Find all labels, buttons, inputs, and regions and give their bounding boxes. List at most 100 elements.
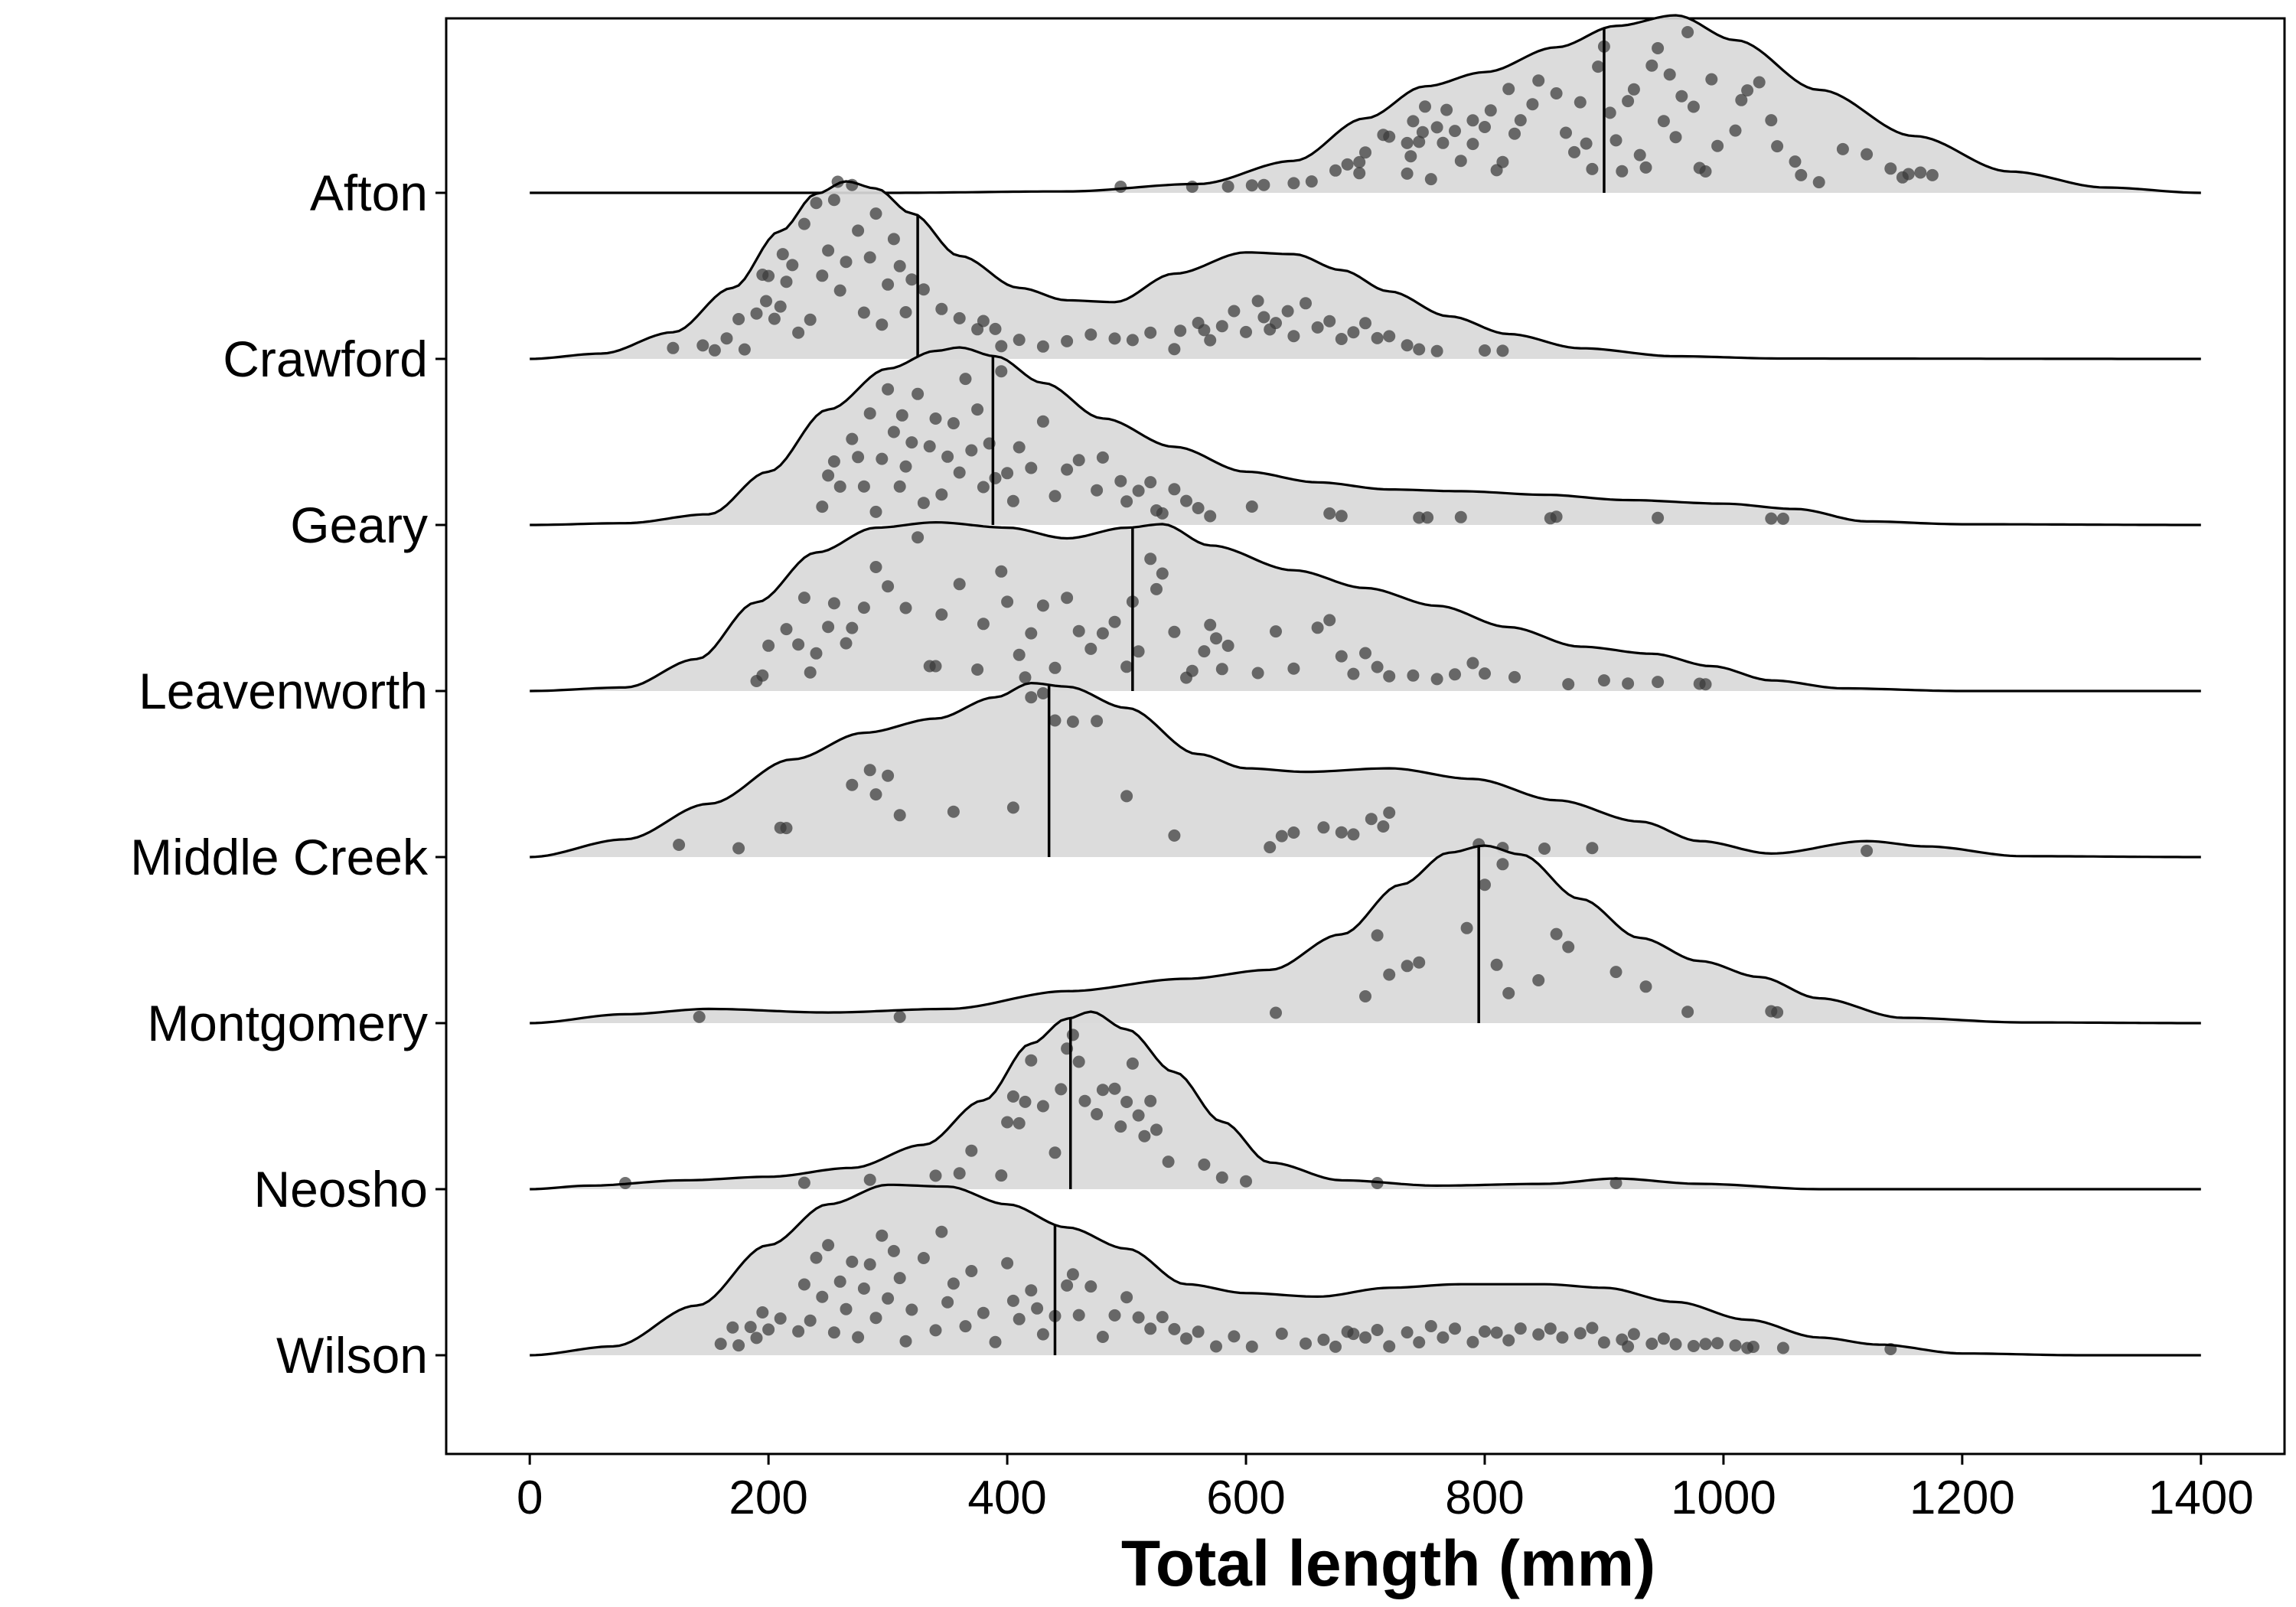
data-point [1240,1175,1252,1188]
data-point [1746,1341,1760,1353]
data-point [1168,343,1181,356]
density-fill [530,15,2201,193]
data-point [1025,627,1038,640]
data-point [768,312,781,325]
data-point [1019,1095,1032,1108]
data-point [1479,667,1491,680]
data-point [1652,42,1665,54]
data-point [1317,1333,1330,1346]
data-point [1245,500,1258,513]
density-outline [530,1183,2201,1357]
data-point [1114,474,1127,487]
data-point [882,278,895,291]
data-point [1383,807,1396,819]
data-point [1072,454,1085,467]
data-point [1622,1340,1635,1353]
data-point [989,1335,1002,1348]
data-point [1562,940,1575,953]
data-point [1383,1340,1396,1353]
plot-panel [445,17,2286,1455]
data-point [1335,826,1348,839]
data-point [1013,648,1026,661]
data-point [1460,921,1473,934]
data-point [971,663,984,676]
data-point [1407,115,1420,128]
data-point [762,269,775,282]
data-point [822,1239,835,1252]
data-point [804,666,817,679]
density-fill [530,522,2201,691]
data-point [899,601,912,614]
data-point [1597,1336,1610,1349]
y-tick-label: Neosho [254,1161,429,1217]
data-point [1560,126,1572,139]
data-point [1084,328,1097,341]
data-point [1401,136,1414,149]
data-point [1245,179,1258,192]
data-point [1353,155,1366,168]
data-point [857,480,870,493]
data-point [1091,484,1104,497]
density-fill [530,1185,2201,1355]
data-point [1084,1280,1097,1293]
data-point [1479,121,1491,133]
data-point [1287,826,1300,839]
data-point [1681,1006,1694,1019]
data-point [1192,1325,1205,1338]
data-point [1603,106,1616,119]
data-point [1228,305,1241,318]
data-point [995,340,1008,353]
data-point [977,1306,990,1319]
data-point [965,1144,978,1157]
data-point [1025,691,1038,704]
data-point [1270,317,1282,330]
data-point [852,1331,865,1344]
data-point [1287,662,1300,675]
data-point [1440,103,1453,116]
ridge-geary [530,346,2201,526]
data-point [720,332,733,345]
data-point [1245,1340,1258,1353]
data-point [1627,83,1640,96]
data-point [792,1325,805,1338]
data-point [899,460,912,473]
data-point [899,306,912,318]
data-point [869,207,882,220]
data-point [732,1339,745,1352]
data-point [1609,1177,1623,1189]
data-point [876,1229,889,1242]
data-point [1215,320,1228,333]
data-point [1789,155,1802,168]
data-point [1383,130,1396,143]
data-point [1502,83,1515,96]
data-point [1240,325,1252,338]
data-point [1496,344,1509,357]
ridge-wilson [530,1183,2201,1357]
data-point [1174,324,1187,337]
data-point [1639,980,1652,993]
data-point [1645,59,1658,72]
data-point [1335,650,1348,663]
data-point [947,417,960,430]
data-point [1926,168,1939,181]
data-point [840,637,853,650]
data-point [863,1173,876,1186]
data-point [1025,461,1038,474]
data-point [947,805,960,818]
data-point [1861,844,1874,857]
data-point [1192,502,1205,514]
data-point [1729,1339,1742,1352]
density-outline [530,1010,2201,1191]
data-point [1413,1336,1426,1349]
data-point [1430,673,1443,686]
data-point [1108,615,1121,628]
data-point [1156,1311,1169,1324]
data-point [1401,339,1414,352]
x-tick-label: 1000 [1671,1472,1776,1524]
data-point [893,809,906,822]
data-point [1049,1146,1062,1159]
data-point [776,248,789,261]
data-point [1657,115,1670,128]
data-point [1251,667,1264,680]
